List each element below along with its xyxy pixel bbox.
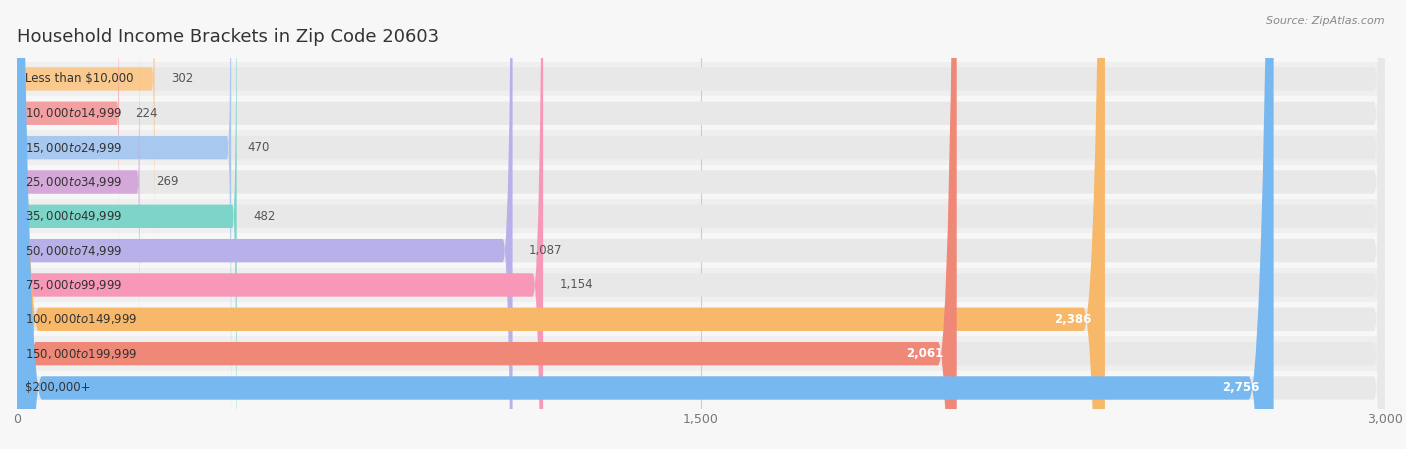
- Text: 2,061: 2,061: [905, 347, 943, 360]
- Text: 2,756: 2,756: [1223, 382, 1260, 395]
- FancyBboxPatch shape: [17, 0, 1105, 449]
- FancyBboxPatch shape: [17, 371, 1385, 405]
- FancyBboxPatch shape: [17, 165, 1385, 199]
- FancyBboxPatch shape: [17, 199, 1385, 233]
- FancyBboxPatch shape: [17, 268, 1385, 302]
- FancyBboxPatch shape: [17, 0, 1385, 449]
- Text: $75,000 to $99,999: $75,000 to $99,999: [25, 278, 122, 292]
- FancyBboxPatch shape: [17, 0, 1385, 449]
- Text: Source: ZipAtlas.com: Source: ZipAtlas.com: [1267, 16, 1385, 26]
- Text: 1,154: 1,154: [560, 278, 593, 291]
- FancyBboxPatch shape: [17, 0, 1385, 449]
- FancyBboxPatch shape: [17, 0, 1385, 449]
- FancyBboxPatch shape: [17, 0, 236, 449]
- FancyBboxPatch shape: [17, 336, 1385, 371]
- FancyBboxPatch shape: [17, 96, 1385, 131]
- FancyBboxPatch shape: [17, 0, 120, 255]
- Text: $25,000 to $34,999: $25,000 to $34,999: [25, 175, 122, 189]
- Text: $100,000 to $149,999: $100,000 to $149,999: [25, 313, 138, 326]
- FancyBboxPatch shape: [17, 302, 1385, 336]
- Text: 302: 302: [172, 72, 193, 85]
- FancyBboxPatch shape: [17, 0, 513, 449]
- FancyBboxPatch shape: [17, 0, 231, 449]
- FancyBboxPatch shape: [17, 0, 543, 449]
- FancyBboxPatch shape: [17, 62, 1385, 96]
- Text: $150,000 to $199,999: $150,000 to $199,999: [25, 347, 138, 361]
- Text: $10,000 to $14,999: $10,000 to $14,999: [25, 106, 122, 120]
- Text: 2,386: 2,386: [1054, 313, 1091, 326]
- FancyBboxPatch shape: [17, 0, 956, 449]
- FancyBboxPatch shape: [17, 131, 1385, 165]
- FancyBboxPatch shape: [17, 0, 1274, 449]
- Text: $200,000+: $200,000+: [25, 382, 90, 395]
- FancyBboxPatch shape: [17, 233, 1385, 268]
- FancyBboxPatch shape: [17, 0, 1385, 449]
- FancyBboxPatch shape: [17, 0, 1385, 449]
- Text: 224: 224: [135, 107, 157, 120]
- Text: Less than $10,000: Less than $10,000: [25, 72, 134, 85]
- Text: $15,000 to $24,999: $15,000 to $24,999: [25, 141, 122, 154]
- Text: 470: 470: [247, 141, 270, 154]
- Text: 1,087: 1,087: [529, 244, 562, 257]
- Text: $35,000 to $49,999: $35,000 to $49,999: [25, 209, 122, 223]
- FancyBboxPatch shape: [17, 0, 1385, 449]
- Text: 482: 482: [253, 210, 276, 223]
- Text: Household Income Brackets in Zip Code 20603: Household Income Brackets in Zip Code 20…: [17, 28, 439, 46]
- Text: $50,000 to $74,999: $50,000 to $74,999: [25, 244, 122, 258]
- FancyBboxPatch shape: [17, 0, 155, 275]
- Text: 269: 269: [156, 176, 179, 189]
- FancyBboxPatch shape: [17, 0, 1385, 449]
- FancyBboxPatch shape: [17, 0, 1385, 449]
- FancyBboxPatch shape: [17, 9, 139, 355]
- FancyBboxPatch shape: [17, 0, 1385, 449]
